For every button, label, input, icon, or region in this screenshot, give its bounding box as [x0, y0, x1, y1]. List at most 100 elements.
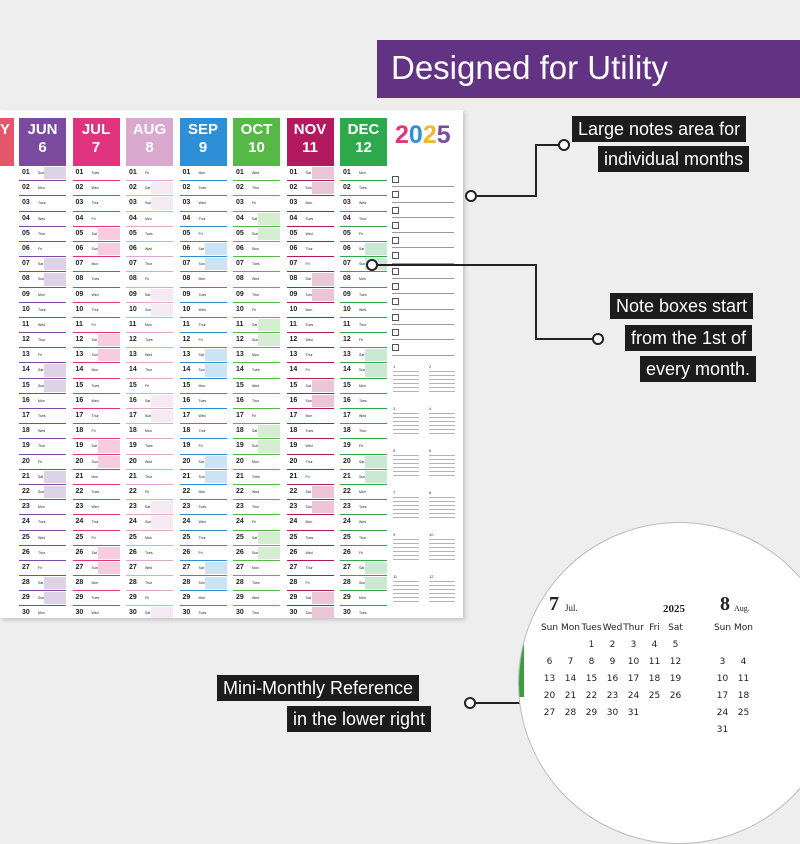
day-row[interactable]: 22 Sun [19, 485, 66, 501]
day-row[interactable]: 11 Thur [340, 318, 387, 334]
day-row[interactable]: 03 Thur [72, 196, 120, 212]
day-row[interactable]: 22 Mon [179, 485, 227, 501]
day-row[interactable]: 25 Fri [72, 531, 120, 546]
day-row[interactable]: 19 Sat [72, 439, 120, 455]
day-row[interactable]: 10 Tues [19, 303, 66, 318]
day-row[interactable]: 24 Wed [179, 515, 227, 531]
day-row[interactable]: 19 Sun [233, 439, 280, 455]
day-row[interactable]: 13 Mon [233, 348, 280, 364]
day-row[interactable]: 04 Thur [179, 212, 227, 227]
day-row[interactable]: 27 Sat [340, 561, 387, 577]
day-row[interactable]: 14 Tues [233, 363, 280, 379]
day-row[interactable]: 24 Wed [340, 515, 387, 531]
day-row[interactable]: 12 Fri [179, 333, 227, 349]
day-row[interactable]: 30 Wed [73, 606, 120, 618]
day-row[interactable]: 07 Fri [286, 257, 334, 273]
day-row[interactable]: 14 Sun [179, 363, 227, 379]
day-row[interactable]: 18 Wed [19, 424, 66, 440]
day-row[interactable]: 01 Sun [19, 166, 66, 182]
day-row[interactable]: 16 Tues [179, 394, 227, 409]
day-row[interactable]: 08 Mon [179, 272, 227, 288]
day-row[interactable]: 08 Mon [340, 272, 387, 288]
day-row[interactable]: 13 Wed [126, 348, 173, 364]
note-checkbox[interactable] [392, 221, 399, 229]
day-row[interactable]: 01 Sat [286, 166, 334, 182]
note-checkbox[interactable] [392, 176, 399, 183]
day-row[interactable]: 15 Sun [19, 379, 66, 394]
day-row[interactable]: 24 Thur [72, 515, 120, 531]
day-row[interactable]: 25 Thur [179, 531, 227, 546]
day-row[interactable]: 28 Sun [179, 576, 227, 592]
day-row[interactable]: 30 Tues [180, 606, 227, 618]
day-row[interactable]: 09 Thur [233, 288, 280, 303]
day-row[interactable]: 19 Thur [19, 439, 66, 455]
day-row[interactable]: 15 Mon [179, 379, 227, 394]
day-row[interactable]: 07 Sat [19, 257, 66, 273]
day-row[interactable]: 10 Wed [340, 303, 387, 318]
day-row[interactable]: 28 Sat [19, 576, 66, 592]
day-row[interactable]: 15 Tues [72, 379, 120, 394]
day-row[interactable]: 17 Mon [286, 409, 334, 425]
day-row[interactable]: 11 Thur [179, 318, 227, 334]
day-row[interactable]: 04 Wed [19, 212, 66, 227]
day-row[interactable]: 30 Thur [233, 606, 280, 618]
day-row[interactable]: 21 Thur [126, 470, 173, 485]
day-row[interactable]: 03 Wed [179, 196, 227, 212]
day-row[interactable]: 27 Wed [126, 561, 173, 577]
day-row[interactable]: 06 Thur [286, 242, 334, 258]
day-row[interactable]: 21 Sun [179, 470, 227, 485]
day-row[interactable]: 12 Fri [340, 333, 387, 349]
day-row[interactable]: 03 Wed [340, 196, 387, 212]
day-row[interactable]: 22 Tues [72, 485, 120, 501]
day-row[interactable]: 23 Mon [19, 500, 66, 516]
day-row[interactable]: 16 Tues [340, 394, 387, 409]
day-row[interactable]: 21 Sat [19, 470, 66, 485]
day-row[interactable]: 26 Fri [179, 546, 227, 561]
day-row[interactable]: 07 Mon [72, 257, 120, 273]
day-row[interactable]: 13 Sat [179, 348, 227, 364]
day-row[interactable]: 11 Tues [286, 318, 334, 334]
day-row[interactable]: 15 Fri [126, 379, 173, 394]
day-row[interactable]: 25 Mon [126, 531, 173, 546]
day-row[interactable]: 22 Fri [126, 485, 173, 501]
day-row[interactable]: 12 Wed [286, 333, 334, 349]
day-row[interactable]: 26 Sun [233, 546, 280, 561]
note-checkbox[interactable] [392, 191, 399, 199]
day-row[interactable]: 23 Tues [179, 500, 227, 516]
day-row[interactable]: 12 Tues [126, 333, 173, 349]
day-row[interactable]: 03 Mon [286, 196, 334, 212]
day-row[interactable]: 30 Sun [287, 606, 334, 618]
day-row[interactable]: 27 Fri [19, 561, 66, 577]
day-row[interactable]: 18 Mon [126, 424, 173, 440]
day-row[interactable]: 04 Thur [340, 212, 387, 227]
note-row[interactable] [392, 264, 454, 280]
day-row[interactable]: 24 Mon [286, 515, 334, 531]
day-row[interactable]: 05 Thur [19, 227, 66, 242]
day-row[interactable]: 17 Tues [19, 409, 66, 425]
day-row[interactable]: 15 Wed [233, 379, 280, 394]
day-row[interactable]: 02 Tues [340, 181, 387, 197]
day-row[interactable]: 20 Sat [179, 455, 227, 470]
day-row[interactable]: 11 Fri [72, 318, 120, 334]
note-checkbox[interactable] [392, 283, 399, 291]
note-checkbox[interactable] [392, 237, 399, 245]
day-row[interactable]: 16 Wed [72, 394, 120, 409]
day-row[interactable]: 15 Mon [340, 379, 387, 394]
day-row[interactable]: 30 Sat [126, 606, 173, 618]
note-row[interactable] [392, 233, 454, 249]
note-row[interactable] [392, 172, 454, 188]
note-row[interactable] [392, 279, 454, 295]
day-row[interactable]: 09 Mon [19, 288, 66, 303]
day-row[interactable]: 25 Sat [233, 531, 280, 546]
day-row[interactable]: 26 Sat [72, 546, 120, 561]
day-row[interactable]: 17 Wed [179, 409, 227, 425]
day-row[interactable]: 28 Sun [340, 576, 387, 592]
day-row[interactable]: 20 Mon [233, 455, 280, 470]
note-row[interactable] [392, 310, 454, 325]
day-row[interactable]: 14 Sun [340, 363, 387, 379]
day-row[interactable]: 27 Thur [286, 561, 334, 577]
day-row[interactable]: 30 Tues [340, 606, 387, 618]
note-row[interactable] [392, 203, 454, 218]
day-row[interactable]: 03 Fri [233, 196, 280, 212]
day-row[interactable]: 09 Tues [179, 288, 227, 303]
